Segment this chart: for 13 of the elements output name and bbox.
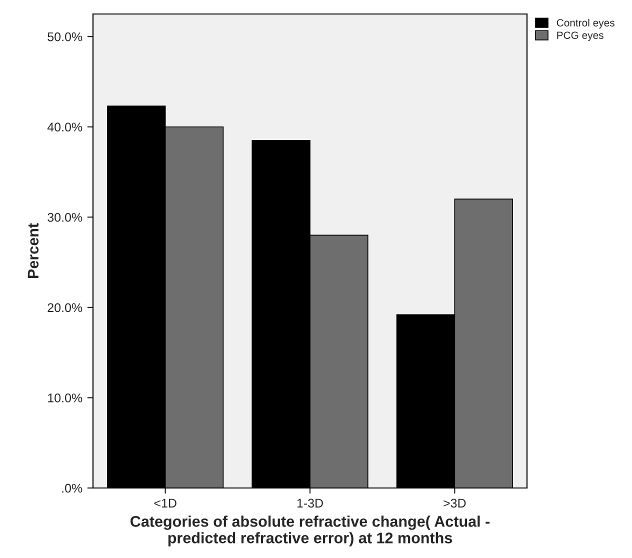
y-tick-label: 20.0% — [48, 303, 82, 312]
y-tick-label: 30.0% — [48, 212, 82, 222]
x-tick-label: <1D — [154, 498, 176, 508]
x-axis-title: Categories of absolute refractive change( Actual - predicted refractive error) at 12 months — [130, 516, 490, 546]
legend-label: Control eyes — [556, 18, 614, 29]
y-tick-label: 10.0% — [48, 394, 82, 402]
y-tick-label: .0% — [62, 484, 82, 493]
y-axis-title: Percent — [28, 223, 39, 278]
y-tick-label: 50.0% — [48, 32, 82, 42]
y-tick-label: 40.0% — [47, 122, 82, 132]
x-tick-label: >3D — [444, 498, 466, 508]
legend-label: PCG eyes — [557, 32, 604, 42]
x-tick-label: 1-3D — [297, 498, 323, 508]
